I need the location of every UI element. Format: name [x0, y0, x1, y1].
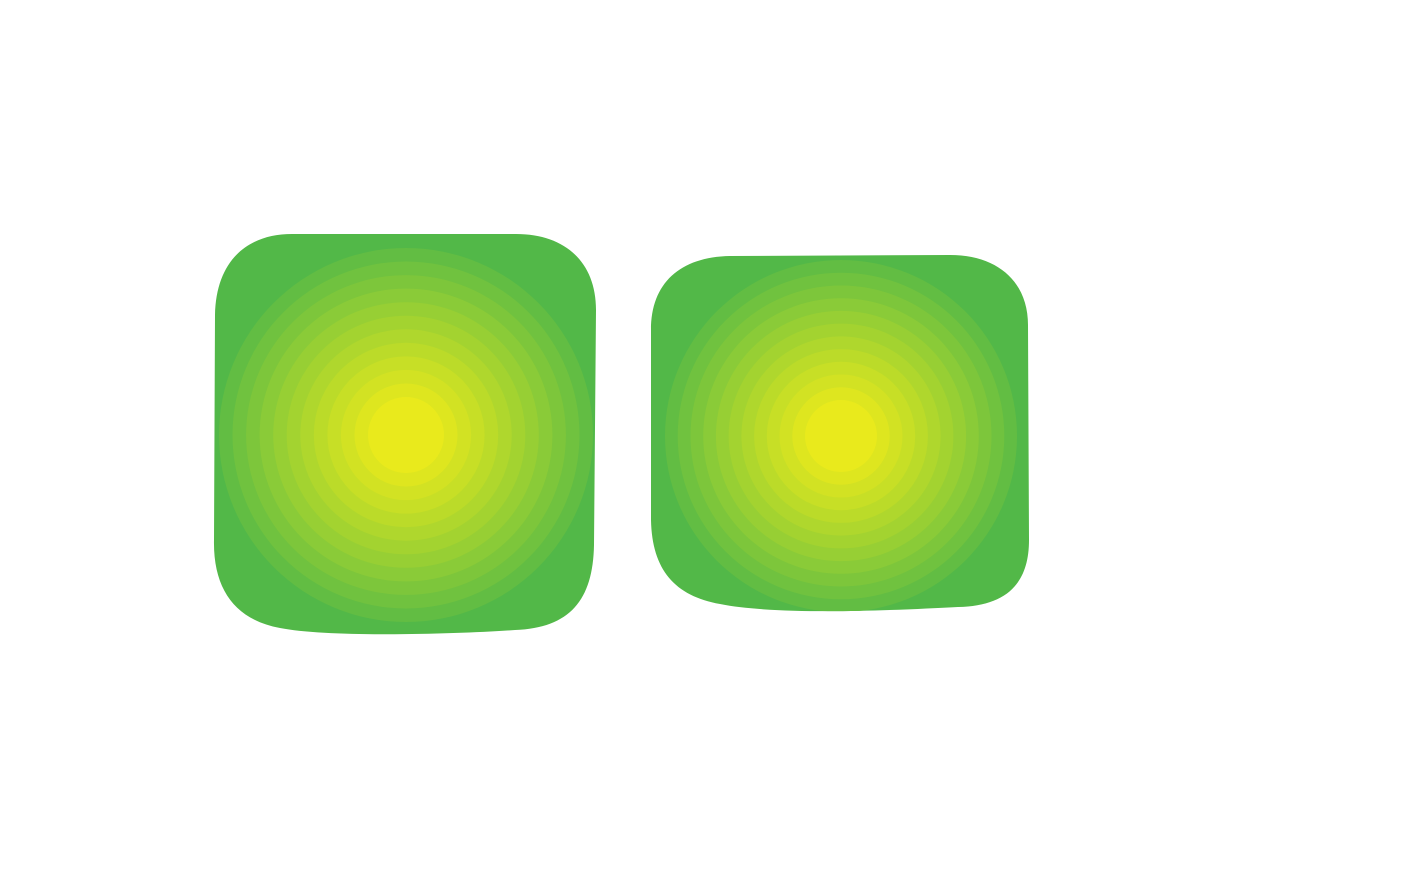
tile-right-ring [805, 400, 877, 472]
tile-left-rings [219, 248, 593, 622]
tile-left-ring [368, 397, 444, 473]
tile-right-rings [665, 260, 1017, 612]
tile-right [651, 255, 1029, 612]
tile-left [213, 234, 596, 635]
